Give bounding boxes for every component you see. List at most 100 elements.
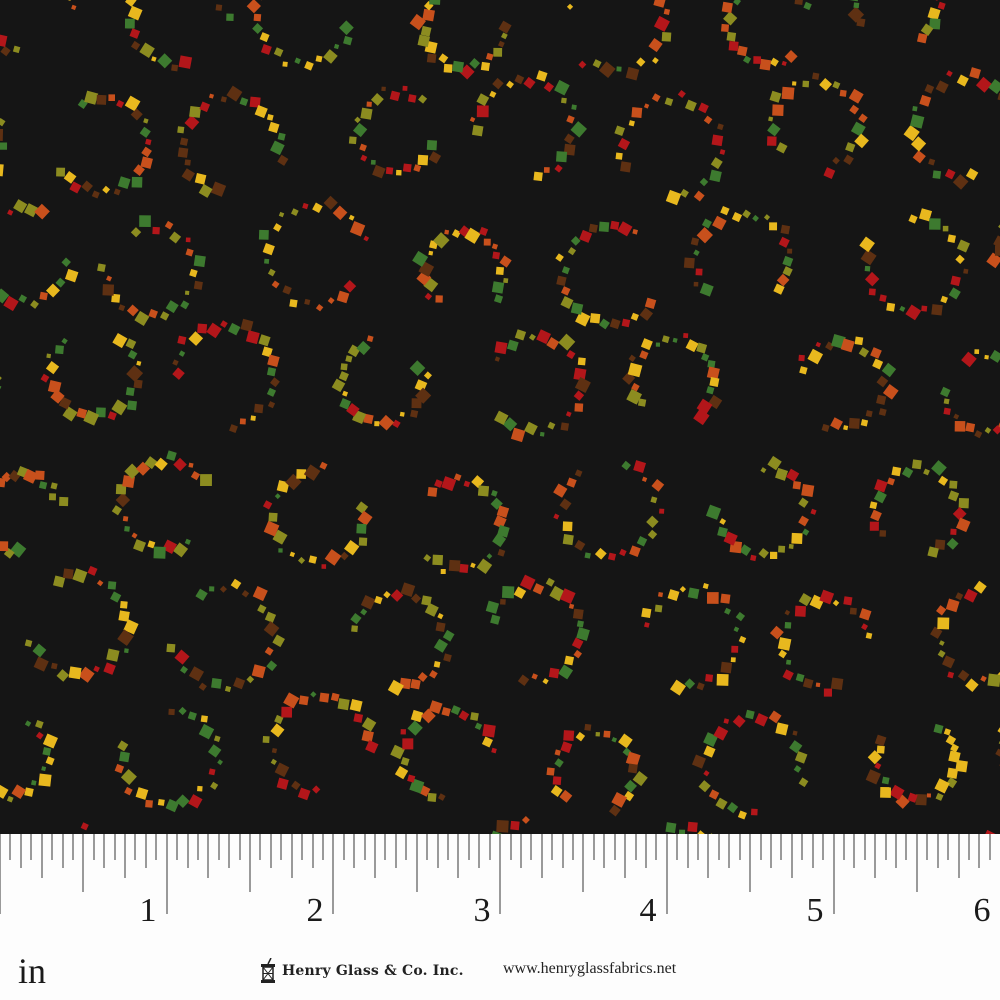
ruler-tick bbox=[301, 834, 304, 860]
pattern-dot bbox=[901, 466, 914, 479]
pattern-dot bbox=[955, 254, 965, 265]
pattern-dot bbox=[521, 815, 530, 824]
pattern-dot bbox=[129, 28, 141, 39]
ruler-tick bbox=[749, 834, 752, 892]
pattern-dot bbox=[861, 623, 869, 631]
pattern-dot bbox=[984, 427, 992, 434]
pattern-dot bbox=[932, 170, 942, 179]
pattern-dot bbox=[110, 591, 122, 603]
pattern-dot bbox=[366, 101, 372, 107]
pattern-dot bbox=[778, 649, 787, 659]
pattern-dot bbox=[633, 460, 647, 473]
ruler-number-6: 6 bbox=[973, 892, 991, 929]
pattern-dot bbox=[0, 381, 2, 397]
pattern-dot bbox=[793, 765, 802, 773]
pattern-dot bbox=[927, 7, 941, 21]
pattern-dot bbox=[720, 205, 730, 216]
pattern-dot bbox=[707, 360, 716, 369]
pattern-dot bbox=[772, 104, 784, 116]
pattern-dot bbox=[133, 164, 145, 176]
pattern-dot bbox=[705, 504, 722, 520]
pattern-dot bbox=[952, 174, 969, 190]
pattern-dot bbox=[12, 45, 21, 54]
pattern-dot bbox=[476, 93, 490, 107]
pattern-dot bbox=[843, 425, 849, 431]
pattern-dot bbox=[172, 542, 189, 558]
pattern-dot bbox=[733, 0, 742, 6]
pattern-dot bbox=[349, 698, 363, 712]
pattern-dot bbox=[624, 779, 638, 793]
ruler-tick bbox=[165, 834, 168, 914]
pattern-dot bbox=[698, 780, 711, 793]
pattern-dot bbox=[928, 158, 936, 166]
pattern-dot bbox=[500, 32, 508, 40]
pattern-dot bbox=[566, 3, 574, 10]
pattern-dot bbox=[936, 605, 947, 616]
pattern-dot bbox=[418, 94, 428, 104]
pattern-dot bbox=[987, 673, 1000, 687]
pattern-dot bbox=[250, 415, 256, 421]
pattern-dot bbox=[864, 265, 871, 272]
ruler-number-2: 2 bbox=[306, 892, 324, 929]
pattern-dot bbox=[433, 638, 448, 653]
ruler-tick bbox=[582, 834, 585, 892]
pattern-dot bbox=[172, 367, 185, 380]
pattern-dot bbox=[548, 667, 560, 679]
pattern-dot bbox=[346, 403, 360, 417]
pattern-dot bbox=[50, 482, 58, 490]
pattern-dot bbox=[266, 387, 277, 397]
pattern-dot bbox=[102, 185, 111, 194]
pattern-dot bbox=[283, 692, 300, 709]
pattern-dot bbox=[157, 53, 173, 69]
pattern-dot bbox=[699, 177, 709, 187]
pattern-dot bbox=[801, 483, 815, 498]
pattern-dot bbox=[791, 532, 803, 545]
pattern-dot bbox=[872, 358, 884, 370]
pattern-dot bbox=[517, 674, 530, 686]
pattern-dot bbox=[127, 400, 137, 411]
pattern-dot bbox=[469, 116, 476, 123]
pattern-dot bbox=[570, 236, 581, 246]
ruler-tick bbox=[103, 834, 106, 868]
pattern-dot bbox=[543, 167, 550, 173]
pattern-dot bbox=[178, 55, 193, 69]
fabric-swatch bbox=[0, 0, 1000, 834]
pattern-dot bbox=[592, 59, 602, 69]
pattern-dot bbox=[124, 786, 133, 796]
pattern-dot bbox=[566, 115, 575, 124]
pattern-dot bbox=[91, 190, 100, 199]
pattern-dot bbox=[107, 581, 117, 590]
pattern-dot bbox=[830, 677, 844, 691]
pattern-dot bbox=[570, 121, 587, 138]
pattern-dot bbox=[495, 266, 505, 275]
pattern-dot bbox=[264, 646, 274, 656]
pattern-dot bbox=[778, 545, 786, 553]
pattern-dot bbox=[114, 763, 125, 774]
ruler-tick bbox=[822, 834, 825, 860]
pattern-dot bbox=[498, 20, 512, 34]
pattern-dot bbox=[68, 666, 82, 680]
pattern-dot bbox=[980, 675, 987, 682]
pattern-dot bbox=[366, 335, 374, 342]
pattern-dot bbox=[717, 123, 724, 131]
pattern-dot bbox=[254, 403, 264, 414]
pattern-dot bbox=[470, 712, 479, 721]
pattern-dot bbox=[411, 398, 422, 409]
pattern-dot bbox=[111, 293, 121, 303]
pattern-dot bbox=[267, 354, 280, 367]
pattern-dot bbox=[561, 266, 570, 275]
ruler-tick bbox=[905, 834, 908, 860]
pattern-dot bbox=[0, 117, 6, 127]
pattern-dot bbox=[965, 678, 979, 692]
ruler-tick bbox=[113, 834, 116, 860]
pattern-dot bbox=[610, 220, 620, 231]
pattern-dot bbox=[713, 725, 729, 741]
ruler-tick bbox=[978, 834, 981, 868]
pattern-dot bbox=[291, 780, 301, 791]
pattern-dot bbox=[566, 477, 577, 488]
pattern-dot bbox=[315, 55, 323, 63]
ruler-tick bbox=[353, 834, 356, 868]
pattern-dot bbox=[220, 96, 227, 103]
ruler-tick bbox=[415, 834, 418, 892]
pattern-dot bbox=[860, 419, 869, 427]
